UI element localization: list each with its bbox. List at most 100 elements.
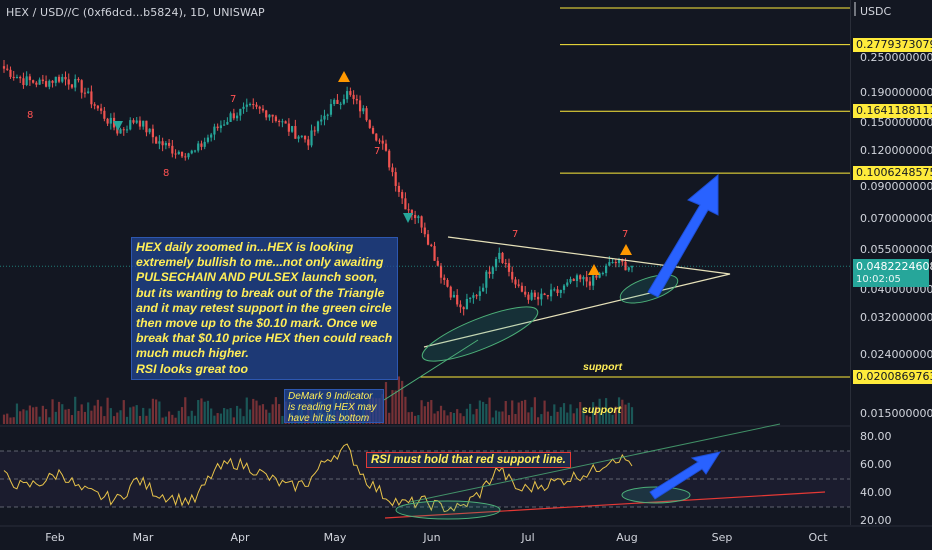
volume-bar — [164, 416, 167, 424]
volume-bar — [608, 408, 611, 424]
candle — [439, 265, 443, 278]
candle — [164, 142, 167, 146]
candle — [197, 143, 200, 151]
candle — [129, 120, 132, 130]
analysis-note[interactable]: HEX daily zoomed in...HEX is looking ext… — [131, 237, 398, 380]
candle — [436, 260, 439, 266]
volume-bar — [184, 397, 187, 424]
volume-bar — [80, 404, 83, 424]
bar-countdown: 10:02:05 — [856, 274, 901, 285]
candle — [184, 156, 187, 158]
volume-bar — [35, 406, 38, 424]
candle — [54, 76, 57, 83]
candle — [407, 209, 410, 211]
candle — [582, 277, 585, 280]
volume-bar — [51, 399, 54, 424]
candle — [44, 81, 48, 87]
candle — [9, 69, 12, 77]
candle — [559, 289, 562, 293]
volume-bar — [588, 416, 592, 424]
symbol-title[interactable]: HEX / USD//C (0xf6dcd...b5824), 1D, UNIS… — [6, 6, 265, 19]
candle — [384, 143, 388, 151]
volume-bar — [562, 403, 566, 424]
month-label: Jun — [423, 531, 441, 544]
volume-bar — [504, 401, 507, 424]
volume-bar — [417, 415, 420, 424]
candle — [414, 215, 417, 219]
volume-bar — [219, 413, 222, 424]
volume-bar — [268, 412, 271, 424]
candle — [511, 271, 514, 280]
rsi-line — [3, 443, 633, 513]
volume-bar — [621, 399, 624, 424]
volume-bar — [384, 382, 388, 424]
candle — [494, 259, 498, 268]
candle — [540, 293, 543, 300]
candle — [375, 133, 378, 141]
support-ellipse-1 — [421, 306, 539, 362]
volume-bar — [549, 415, 553, 424]
volume-bar — [443, 410, 446, 424]
candle — [90, 91, 93, 105]
volume-bar — [465, 408, 469, 424]
rsi-note[interactable]: RSI must hold that red support line. — [366, 452, 571, 468]
volume-bar — [32, 407, 35, 424]
candle — [145, 120, 148, 133]
volume-bar — [216, 413, 219, 424]
volume-bar — [452, 412, 456, 424]
candle — [478, 291, 481, 296]
level-price-tag: 0.1641188111 — [853, 104, 932, 119]
price-scale[interactable] — [850, 0, 932, 525]
candle — [125, 129, 129, 131]
candle — [67, 79, 70, 85]
candle — [368, 120, 371, 128]
demark-warning-icon — [588, 264, 600, 275]
volume-bar — [598, 398, 601, 424]
volume-bar — [125, 416, 129, 424]
candle — [255, 104, 258, 107]
volume-bar — [226, 409, 229, 424]
volume-bar — [41, 405, 44, 424]
volume-bar — [281, 415, 284, 424]
candle — [397, 185, 401, 193]
volume-bar — [161, 417, 164, 424]
candle — [206, 137, 210, 142]
candle — [61, 76, 64, 82]
volume-bar — [174, 417, 177, 424]
candle — [562, 285, 566, 290]
support-ellipse-2 — [619, 274, 679, 304]
volume-bar — [524, 399, 527, 424]
candle — [219, 125, 222, 129]
candle — [572, 278, 575, 281]
month-label: Oct — [808, 531, 828, 544]
candle — [281, 121, 284, 123]
volume-bar — [274, 397, 278, 424]
volume-bar — [203, 401, 206, 424]
demark-count: 7 — [622, 229, 628, 240]
candle — [598, 273, 601, 278]
demark-buy-icon — [113, 121, 123, 131]
volume-bar — [193, 415, 197, 424]
candle — [74, 78, 77, 88]
currency-label: USDC — [860, 5, 892, 18]
candle — [210, 134, 213, 138]
volume-bar — [624, 404, 627, 424]
volume-bar — [511, 400, 514, 424]
demark-warning-icon — [620, 244, 632, 255]
volume-bar — [533, 397, 536, 424]
candle — [268, 114, 271, 118]
volume-bar — [556, 411, 559, 424]
candle — [245, 104, 248, 107]
candle — [297, 136, 300, 139]
demark-note[interactable]: DeMark 9 Indicator is reading HEX may ha… — [284, 389, 384, 423]
candle — [216, 126, 219, 129]
volume-bar — [498, 411, 501, 424]
candle — [300, 135, 303, 137]
demark-pointer — [383, 339, 479, 401]
volume-bar — [601, 413, 604, 424]
candle — [433, 246, 436, 261]
candle — [371, 127, 375, 134]
candle — [546, 295, 549, 297]
